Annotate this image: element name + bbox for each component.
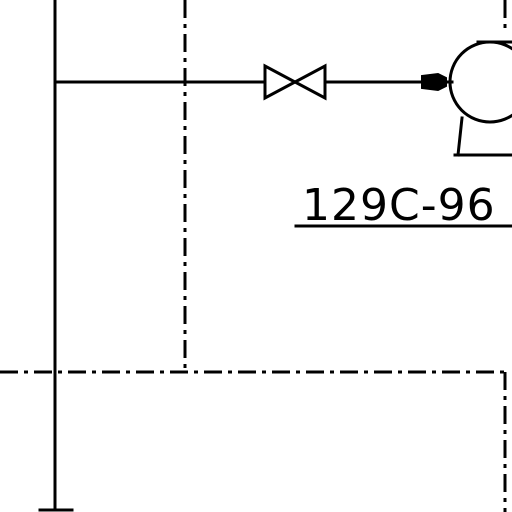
pump-inlet-reducer-icon (421, 72, 447, 92)
centrifugal-pump-icon (444, 40, 512, 157)
gate-valve-icon (263, 63, 327, 101)
equipment-tag-label: 129C-96 (302, 180, 496, 231)
